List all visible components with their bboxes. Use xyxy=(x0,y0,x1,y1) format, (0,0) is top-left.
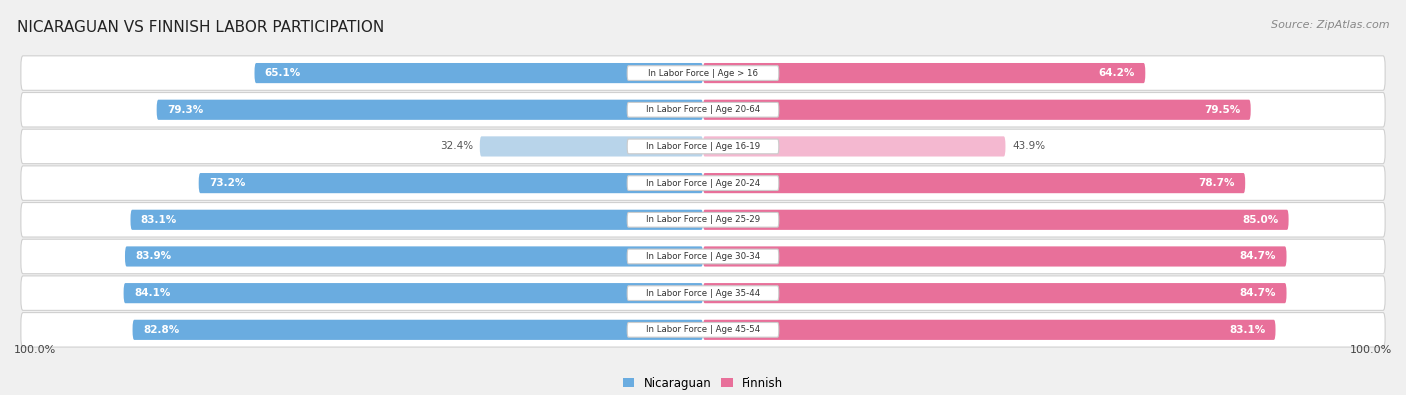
FancyBboxPatch shape xyxy=(21,312,1385,347)
Legend: Nicaraguan, Finnish: Nicaraguan, Finnish xyxy=(623,377,783,389)
Text: 82.8%: 82.8% xyxy=(143,325,179,335)
FancyBboxPatch shape xyxy=(627,286,779,301)
FancyBboxPatch shape xyxy=(703,100,1251,120)
FancyBboxPatch shape xyxy=(627,322,779,337)
FancyBboxPatch shape xyxy=(703,210,1289,230)
Text: In Labor Force | Age 25-29: In Labor Force | Age 25-29 xyxy=(645,215,761,224)
FancyBboxPatch shape xyxy=(627,213,779,227)
Text: 84.7%: 84.7% xyxy=(1240,288,1277,298)
Text: 85.0%: 85.0% xyxy=(1241,215,1278,225)
Text: In Labor Force | Age 30-34: In Labor Force | Age 30-34 xyxy=(645,252,761,261)
Text: In Labor Force | Age 20-64: In Labor Force | Age 20-64 xyxy=(645,105,761,114)
Text: 43.9%: 43.9% xyxy=(1012,141,1046,151)
FancyBboxPatch shape xyxy=(703,63,1146,83)
Text: 73.2%: 73.2% xyxy=(209,178,246,188)
Text: 84.1%: 84.1% xyxy=(134,288,170,298)
Text: 83.1%: 83.1% xyxy=(1229,325,1265,335)
Text: In Labor Force | Age > 16: In Labor Force | Age > 16 xyxy=(648,69,758,77)
FancyBboxPatch shape xyxy=(627,139,779,154)
Text: 65.1%: 65.1% xyxy=(264,68,301,78)
FancyBboxPatch shape xyxy=(21,129,1385,164)
Text: 79.5%: 79.5% xyxy=(1204,105,1240,115)
FancyBboxPatch shape xyxy=(627,66,779,81)
FancyBboxPatch shape xyxy=(198,173,703,193)
Text: 84.7%: 84.7% xyxy=(1240,252,1277,261)
Text: 83.1%: 83.1% xyxy=(141,215,177,225)
Text: In Labor Force | Age 45-54: In Labor Force | Age 45-54 xyxy=(645,325,761,334)
Text: 100.0%: 100.0% xyxy=(14,345,56,355)
FancyBboxPatch shape xyxy=(21,166,1385,200)
Text: In Labor Force | Age 35-44: In Labor Force | Age 35-44 xyxy=(645,289,761,298)
FancyBboxPatch shape xyxy=(21,203,1385,237)
FancyBboxPatch shape xyxy=(21,276,1385,310)
Text: 32.4%: 32.4% xyxy=(440,141,472,151)
FancyBboxPatch shape xyxy=(703,136,1005,156)
FancyBboxPatch shape xyxy=(627,102,779,117)
FancyBboxPatch shape xyxy=(703,246,1286,267)
Text: Source: ZipAtlas.com: Source: ZipAtlas.com xyxy=(1271,20,1389,30)
FancyBboxPatch shape xyxy=(21,239,1385,274)
FancyBboxPatch shape xyxy=(124,283,703,303)
FancyBboxPatch shape xyxy=(479,136,703,156)
Text: 79.3%: 79.3% xyxy=(167,105,204,115)
FancyBboxPatch shape xyxy=(703,173,1246,193)
FancyBboxPatch shape xyxy=(627,176,779,190)
FancyBboxPatch shape xyxy=(125,246,703,267)
FancyBboxPatch shape xyxy=(703,320,1275,340)
Text: 78.7%: 78.7% xyxy=(1198,178,1234,188)
Text: In Labor Force | Age 16-19: In Labor Force | Age 16-19 xyxy=(645,142,761,151)
FancyBboxPatch shape xyxy=(703,283,1286,303)
Text: In Labor Force | Age 20-24: In Labor Force | Age 20-24 xyxy=(645,179,761,188)
FancyBboxPatch shape xyxy=(131,210,703,230)
Text: 64.2%: 64.2% xyxy=(1098,68,1135,78)
Text: 83.9%: 83.9% xyxy=(135,252,172,261)
FancyBboxPatch shape xyxy=(254,63,703,83)
FancyBboxPatch shape xyxy=(627,249,779,264)
Text: 100.0%: 100.0% xyxy=(1350,345,1392,355)
FancyBboxPatch shape xyxy=(21,56,1385,90)
FancyBboxPatch shape xyxy=(156,100,703,120)
Text: NICARAGUAN VS FINNISH LABOR PARTICIPATION: NICARAGUAN VS FINNISH LABOR PARTICIPATIO… xyxy=(17,20,384,35)
FancyBboxPatch shape xyxy=(132,320,703,340)
FancyBboxPatch shape xyxy=(21,92,1385,127)
